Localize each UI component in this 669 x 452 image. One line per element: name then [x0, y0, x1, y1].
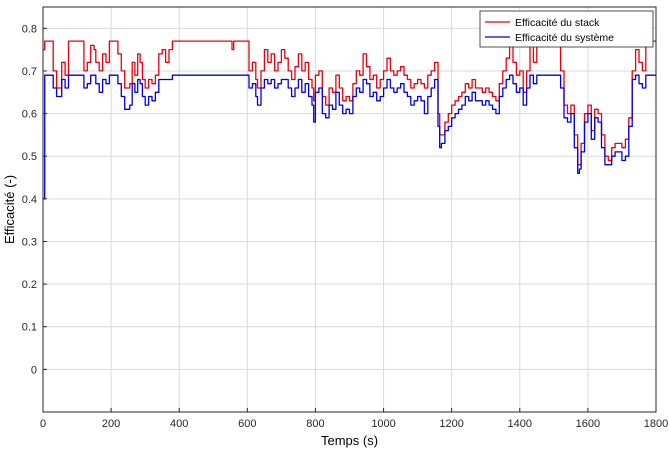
- series-layer: [43, 40, 656, 200]
- legend-box: [479, 10, 654, 48]
- y-tick-label: 0.7: [22, 66, 37, 78]
- plot-frame: [42, 6, 657, 413]
- x-tick-label: 0: [40, 418, 46, 430]
- y-axis-label: Efficacité (-): [2, 175, 17, 244]
- y-tick-label: 0.4: [22, 194, 37, 206]
- y-tick-label: 0.2: [22, 279, 37, 291]
- x-axis-label: Temps (s): [321, 433, 378, 448]
- x-tick-label: 800: [306, 418, 324, 430]
- y-tick-label: 0.5: [22, 151, 37, 163]
- legend-label-system: Efficacité du système: [515, 32, 614, 44]
- y-tick-label: 0.8: [22, 23, 37, 35]
- x-tick-label: 1000: [371, 418, 395, 430]
- y-tick-label: 0.3: [22, 236, 37, 248]
- y-tick-label: 0: [31, 364, 37, 376]
- y-tick-label: 0.1: [22, 322, 37, 334]
- x-tick-label: 1800: [644, 418, 668, 430]
- x-tick-label: 1200: [439, 418, 463, 430]
- series-line-1: [43, 74, 656, 200]
- y-tick-label: 0.6: [22, 109, 37, 121]
- legend-label-stack: Efficacité du stack: [515, 17, 600, 29]
- x-tick-labels: 0 200 400 600 800 1000 1200 1400 1600 1800: [40, 418, 668, 430]
- x-tick-label: 200: [102, 418, 120, 430]
- x-tick-label: 400: [170, 418, 188, 430]
- legend: Efficacité du stack Efficacité du systèm…: [479, 10, 654, 48]
- series-line-0: [43, 40, 656, 166]
- x-tick-label: 1600: [576, 418, 600, 430]
- x-tick-label: 1400: [508, 418, 532, 430]
- y-tick-labels: 0 0.1 0.2 0.3 0.4 0.5 0.6 0.7 0.8: [22, 23, 37, 376]
- x-tick-label: 600: [238, 418, 256, 430]
